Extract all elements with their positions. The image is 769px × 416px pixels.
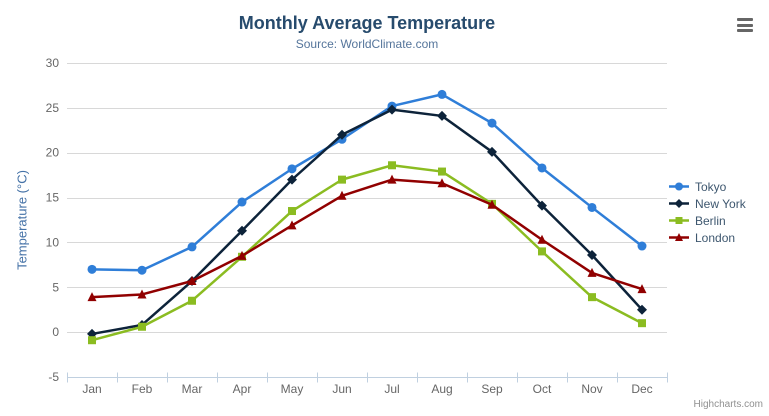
hamburger-menu-icon <box>737 18 753 21</box>
legend-label: Tokyo <box>695 179 727 194</box>
highcharts-credits-link[interactable]: Highcharts.com <box>693 399 763 410</box>
legend-marker-diamond-icon <box>669 199 689 208</box>
y-axis-label: 15 <box>46 191 60 205</box>
legend-marker-circle-icon <box>669 182 689 191</box>
x-axis-label: Aug <box>431 382 452 396</box>
chart-title: Monthly Average Temperature <box>238 13 496 33</box>
y-axis-label: -5 <box>48 370 59 384</box>
chart-subtitle: Source: WorldClimate.com <box>295 37 439 51</box>
series-new-york[interactable] <box>87 104 647 339</box>
y-axis-label: 5 <box>52 280 59 294</box>
y-axis-label: 10 <box>46 235 60 249</box>
x-axis-label: Nov <box>581 382 602 396</box>
y-axis-label: 25 <box>46 101 60 115</box>
legend-item-london[interactable]: London <box>669 229 746 246</box>
series-tokyo[interactable] <box>87 89 647 275</box>
x-axis-label: May <box>281 382 304 396</box>
legend-label: New York <box>695 196 746 211</box>
x-axis-label: Feb <box>132 382 153 396</box>
y-axis-title: Temperature (°C) <box>14 170 30 270</box>
x-axis-label: Mar <box>182 382 203 396</box>
x-axis-label: Dec <box>631 382 652 396</box>
x-axis-label: Jan <box>82 382 101 396</box>
legend-item-berlin[interactable]: Berlin <box>669 212 746 229</box>
hamburger-menu-icon <box>737 29 753 32</box>
y-axis-label: 30 <box>46 56 60 70</box>
x-axis-label: Oct <box>533 382 552 396</box>
x-axis-label: Jun <box>332 382 351 396</box>
x-axis-label: Sep <box>481 382 503 396</box>
legend-item-new-york[interactable]: New York <box>669 195 746 212</box>
hamburger-menu-icon <box>737 23 753 27</box>
legend-label: Berlin <box>695 213 726 228</box>
legend-marker-square-icon <box>669 217 689 224</box>
x-axis-label: Jul <box>384 382 399 396</box>
legend-label: London <box>695 230 736 245</box>
legend: Tokyo New York Berlin London <box>669 178 746 246</box>
context-menu-button[interactable] <box>735 16 755 34</box>
x-axis-label: Apr <box>233 382 252 396</box>
y-axis-label: 0 <box>52 325 59 339</box>
series-london[interactable] <box>87 174 647 302</box>
legend-marker-triangle-icon <box>669 233 689 241</box>
legend-item-tokyo[interactable]: Tokyo <box>669 178 746 195</box>
y-axis-label: 20 <box>46 146 60 160</box>
